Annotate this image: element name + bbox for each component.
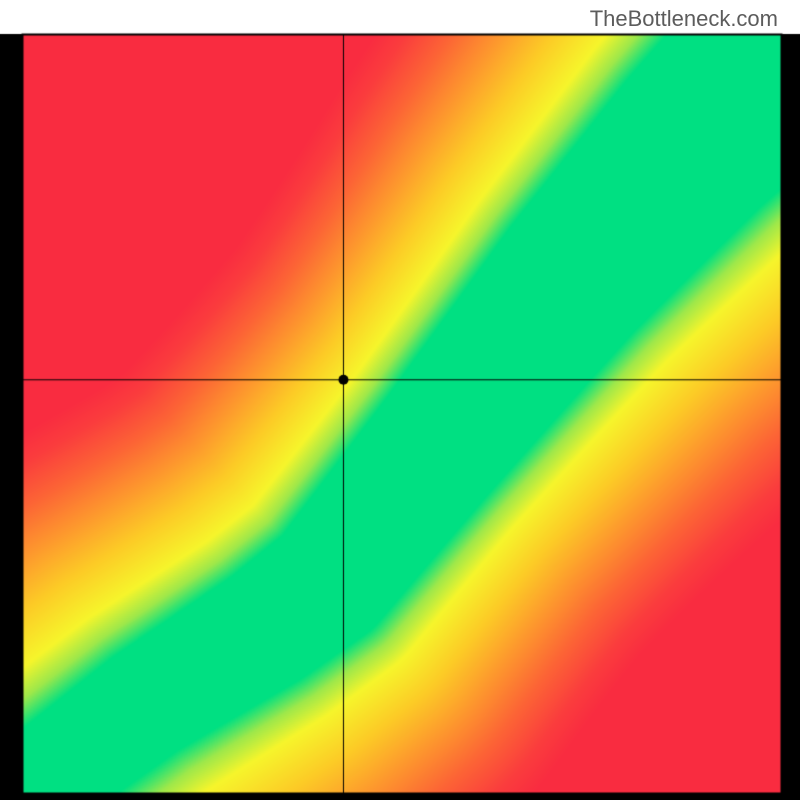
attribution-text: TheBottleneck.com — [590, 6, 778, 32]
